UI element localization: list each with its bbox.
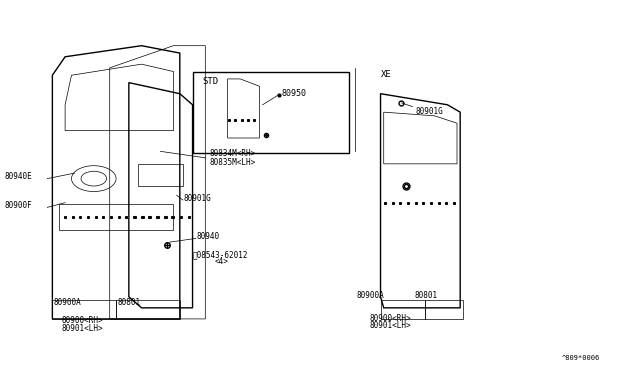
Text: 80801: 80801 [414, 291, 437, 299]
Text: STD: STD [202, 77, 218, 86]
Text: 80900<RH>: 80900<RH> [62, 316, 104, 326]
Text: 80900A: 80900A [357, 291, 385, 299]
Bar [138, 164, 183, 186]
Text: 80801: 80801 [117, 298, 141, 307]
Text: 80950: 80950 [282, 89, 307, 97]
Bar [116, 301, 180, 319]
Text: XE: XE [381, 70, 391, 79]
Bar [52, 301, 116, 319]
Bar [193, 71, 349, 153]
Bar [381, 301, 425, 319]
Text: 80901G: 80901G [415, 107, 444, 116]
Text: <4>: <4> [215, 257, 228, 266]
Text: 80901G: 80901G [184, 194, 211, 203]
Text: 80901<LH>: 80901<LH> [370, 321, 412, 330]
Text: 80900F: 80900F [4, 201, 33, 210]
Text: ^809*0006: ^809*0006 [562, 355, 600, 360]
Text: 80900A: 80900A [54, 298, 81, 307]
Text: 80940: 80940 [196, 232, 220, 241]
Text: 80940E: 80940E [4, 171, 33, 181]
Text: 80835M<LH>: 80835M<LH> [209, 158, 255, 167]
Text: 80901<LH>: 80901<LH> [62, 324, 104, 333]
Text: Ⓝ08543-62012: Ⓝ08543-62012 [193, 250, 248, 259]
Text: 80834M<RH>: 80834M<RH> [209, 150, 255, 158]
Text: 80900<RH>: 80900<RH> [370, 314, 412, 323]
Bar [425, 301, 463, 319]
